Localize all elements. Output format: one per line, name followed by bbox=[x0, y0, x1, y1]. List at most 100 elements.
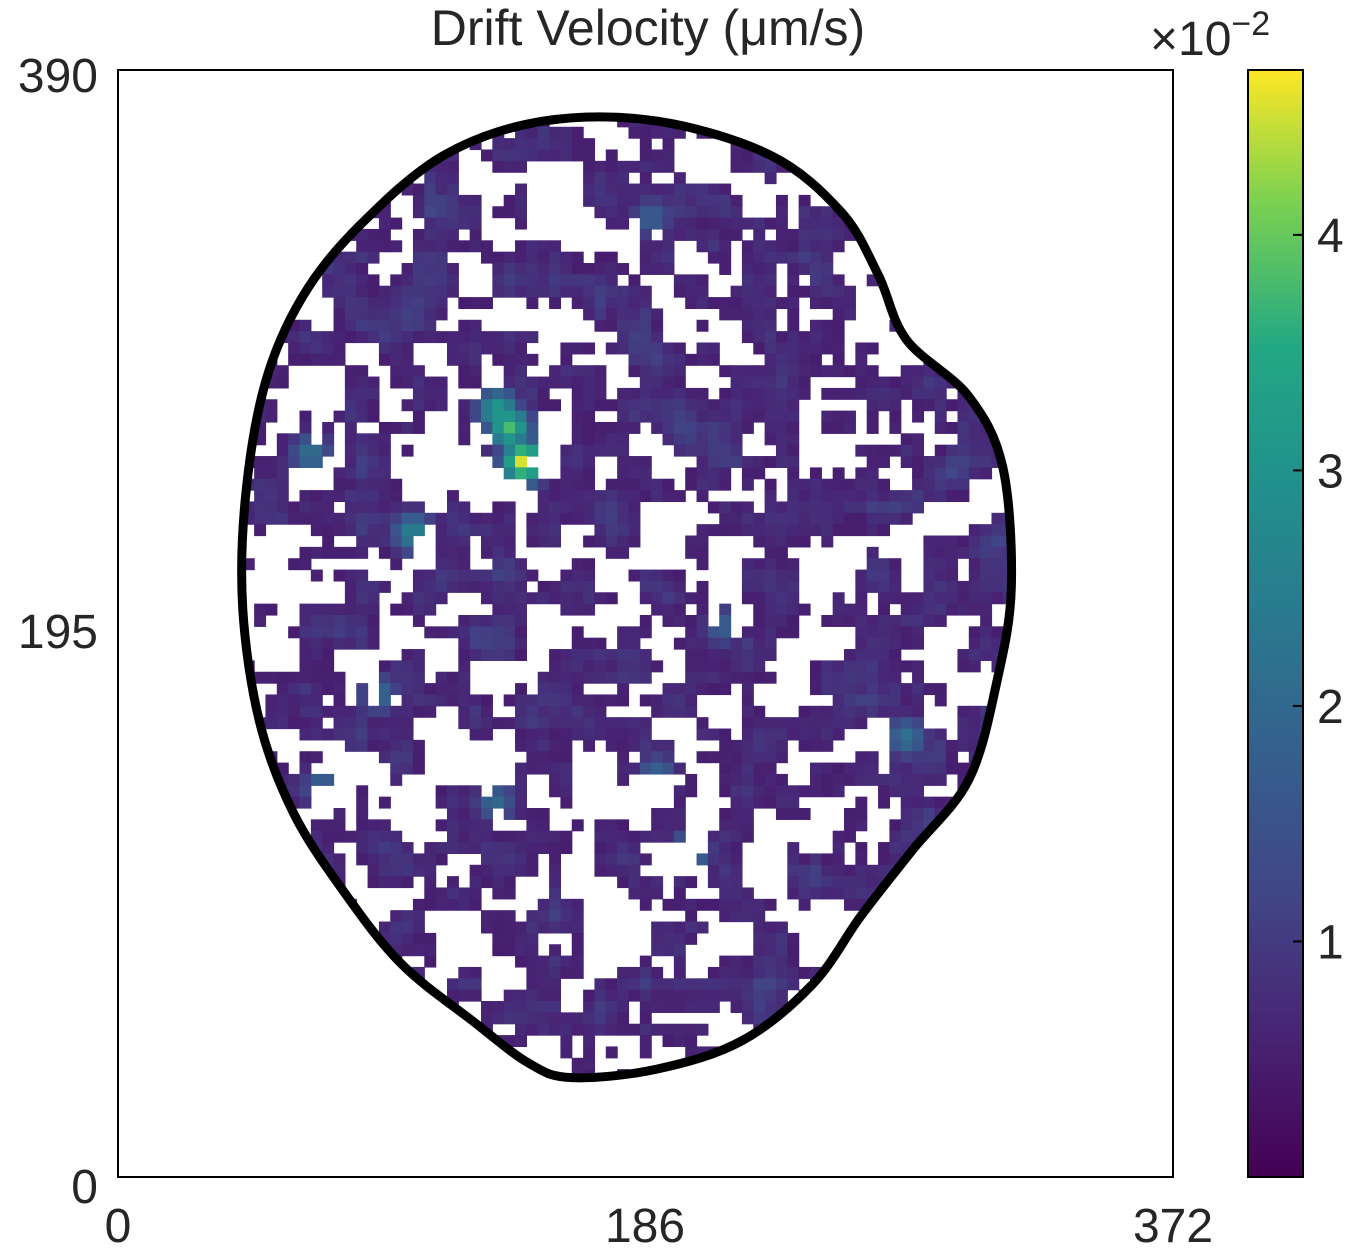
heatmap-cell bbox=[696, 671, 709, 684]
heatmap-cell bbox=[322, 728, 335, 741]
heatmap-cell bbox=[741, 251, 754, 264]
heatmap-cell bbox=[878, 444, 890, 457]
heatmap-cell bbox=[526, 944, 539, 957]
heatmap-cell bbox=[560, 1046, 573, 1059]
heatmap-cell bbox=[991, 626, 1004, 639]
heatmap-cell bbox=[673, 490, 686, 503]
heatmap-cell bbox=[560, 966, 573, 979]
heatmap-cell bbox=[741, 149, 754, 162]
heatmap-cell bbox=[741, 478, 754, 491]
heatmap-cell bbox=[639, 1012, 652, 1025]
heatmap-cell bbox=[458, 569, 471, 582]
heatmap-cell bbox=[571, 285, 584, 298]
heatmap-cell bbox=[719, 966, 732, 979]
heatmap-cell bbox=[390, 353, 403, 366]
heatmap-cell bbox=[696, 978, 709, 991]
heatmap-cell bbox=[458, 535, 471, 548]
heatmap-cell bbox=[957, 490, 970, 503]
heatmap-cell bbox=[855, 705, 868, 718]
heatmap-cell bbox=[651, 342, 664, 355]
heatmap-cell bbox=[276, 762, 289, 775]
heatmap-cell bbox=[515, 853, 527, 866]
heatmap-cell bbox=[526, 524, 539, 537]
heatmap-cell bbox=[832, 319, 845, 332]
heatmap-cell bbox=[435, 819, 448, 832]
heatmap-cell bbox=[719, 444, 732, 457]
heatmap-cell bbox=[651, 932, 664, 945]
heatmap-cell bbox=[537, 251, 550, 264]
heatmap-cell bbox=[390, 603, 403, 616]
heatmap-cell bbox=[560, 478, 573, 491]
heatmap-cell bbox=[719, 910, 732, 923]
heatmap-cell bbox=[276, 694, 289, 707]
heatmap-cell bbox=[832, 671, 845, 684]
heatmap-cell bbox=[719, 739, 732, 752]
heatmap-cell bbox=[775, 808, 788, 820]
heatmap-cell bbox=[730, 387, 743, 400]
heatmap-cell bbox=[821, 773, 834, 786]
heatmap-cell bbox=[481, 694, 493, 707]
heatmap-cell bbox=[299, 433, 312, 446]
heatmap-cell bbox=[310, 637, 323, 650]
heatmap-cell bbox=[401, 274, 414, 287]
heatmap-cell bbox=[764, 626, 777, 639]
heatmap-cell bbox=[401, 524, 414, 537]
heatmap-cell bbox=[378, 433, 391, 446]
heatmap-cell bbox=[968, 433, 981, 446]
heatmap-cell bbox=[390, 944, 403, 957]
heatmap-cell bbox=[900, 842, 913, 855]
heatmap-cell bbox=[685, 183, 698, 196]
heatmap-cell bbox=[787, 512, 800, 525]
heatmap-cell bbox=[821, 421, 834, 434]
heatmap-cell bbox=[571, 399, 584, 412]
heatmap-cell bbox=[730, 853, 743, 866]
heatmap-cell bbox=[775, 717, 788, 730]
heatmap-cell bbox=[526, 331, 539, 344]
heatmap-cell bbox=[356, 228, 369, 241]
heatmap-cell bbox=[775, 773, 788, 786]
heatmap-cell bbox=[549, 1012, 562, 1025]
heatmap-cell bbox=[719, 683, 732, 696]
heatmap-cell bbox=[503, 331, 516, 344]
heatmap-cell bbox=[855, 853, 868, 866]
heatmap-cell bbox=[594, 433, 607, 446]
heatmap-cell bbox=[912, 785, 925, 798]
heatmap-cell bbox=[809, 660, 822, 673]
heatmap-cell bbox=[900, 592, 913, 605]
heatmap-cell bbox=[424, 399, 437, 412]
heatmap-cell bbox=[424, 308, 437, 321]
heatmap-cell bbox=[322, 626, 335, 639]
heatmap-cell bbox=[333, 490, 346, 503]
heatmap-cell bbox=[889, 717, 902, 730]
heatmap-cell bbox=[288, 773, 301, 786]
heatmap-cell bbox=[446, 978, 459, 991]
heatmap-cell bbox=[821, 319, 834, 332]
heatmap-cell bbox=[651, 887, 664, 900]
heatmap-cell bbox=[866, 490, 879, 503]
heatmap-cell bbox=[344, 410, 357, 423]
heatmap-cell bbox=[605, 263, 618, 275]
heatmap-cell bbox=[412, 966, 425, 979]
heatmap-cell bbox=[605, 1046, 618, 1059]
heatmap-cell bbox=[889, 842, 902, 855]
heatmap-cell bbox=[923, 569, 936, 582]
heatmap-cell bbox=[821, 331, 834, 344]
heatmap-cell bbox=[265, 490, 278, 503]
heatmap-cell bbox=[673, 808, 686, 820]
heatmap-cell bbox=[424, 603, 437, 616]
heatmap-cell bbox=[775, 626, 788, 639]
heatmap-cell bbox=[605, 285, 618, 298]
heatmap-cell bbox=[503, 535, 516, 548]
heatmap-cell bbox=[469, 240, 482, 253]
heatmap-cell bbox=[628, 308, 641, 321]
heatmap-cell bbox=[299, 342, 312, 355]
heatmap-cell bbox=[707, 853, 720, 866]
heatmap-cell bbox=[537, 376, 550, 389]
heatmap-cell bbox=[844, 365, 856, 378]
heatmap-cell bbox=[696, 490, 709, 503]
heatmap-cell bbox=[276, 478, 289, 491]
heatmap-cell bbox=[980, 433, 993, 446]
heatmap-cell bbox=[515, 932, 527, 945]
heatmap-cell bbox=[798, 331, 811, 344]
heatmap-cell bbox=[673, 376, 686, 389]
